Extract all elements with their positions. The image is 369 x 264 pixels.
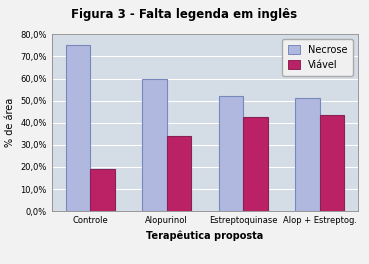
Text: Figura 3 - Falta legenda em inglês: Figura 3 - Falta legenda em inglês [72, 8, 297, 21]
Bar [218, 96, 243, 211]
Bar [295, 98, 320, 211]
Legend: Necrose, Viável: Necrose, Viável [282, 39, 353, 76]
Y-axis label: % de área: % de área [5, 98, 15, 147]
Bar [320, 115, 344, 211]
Bar [66, 45, 90, 211]
X-axis label: Terapêutica proposta: Terapêutica proposta [146, 231, 263, 241]
Bar [90, 169, 114, 211]
Bar [166, 136, 191, 211]
Bar [243, 117, 268, 211]
Bar [142, 79, 166, 211]
